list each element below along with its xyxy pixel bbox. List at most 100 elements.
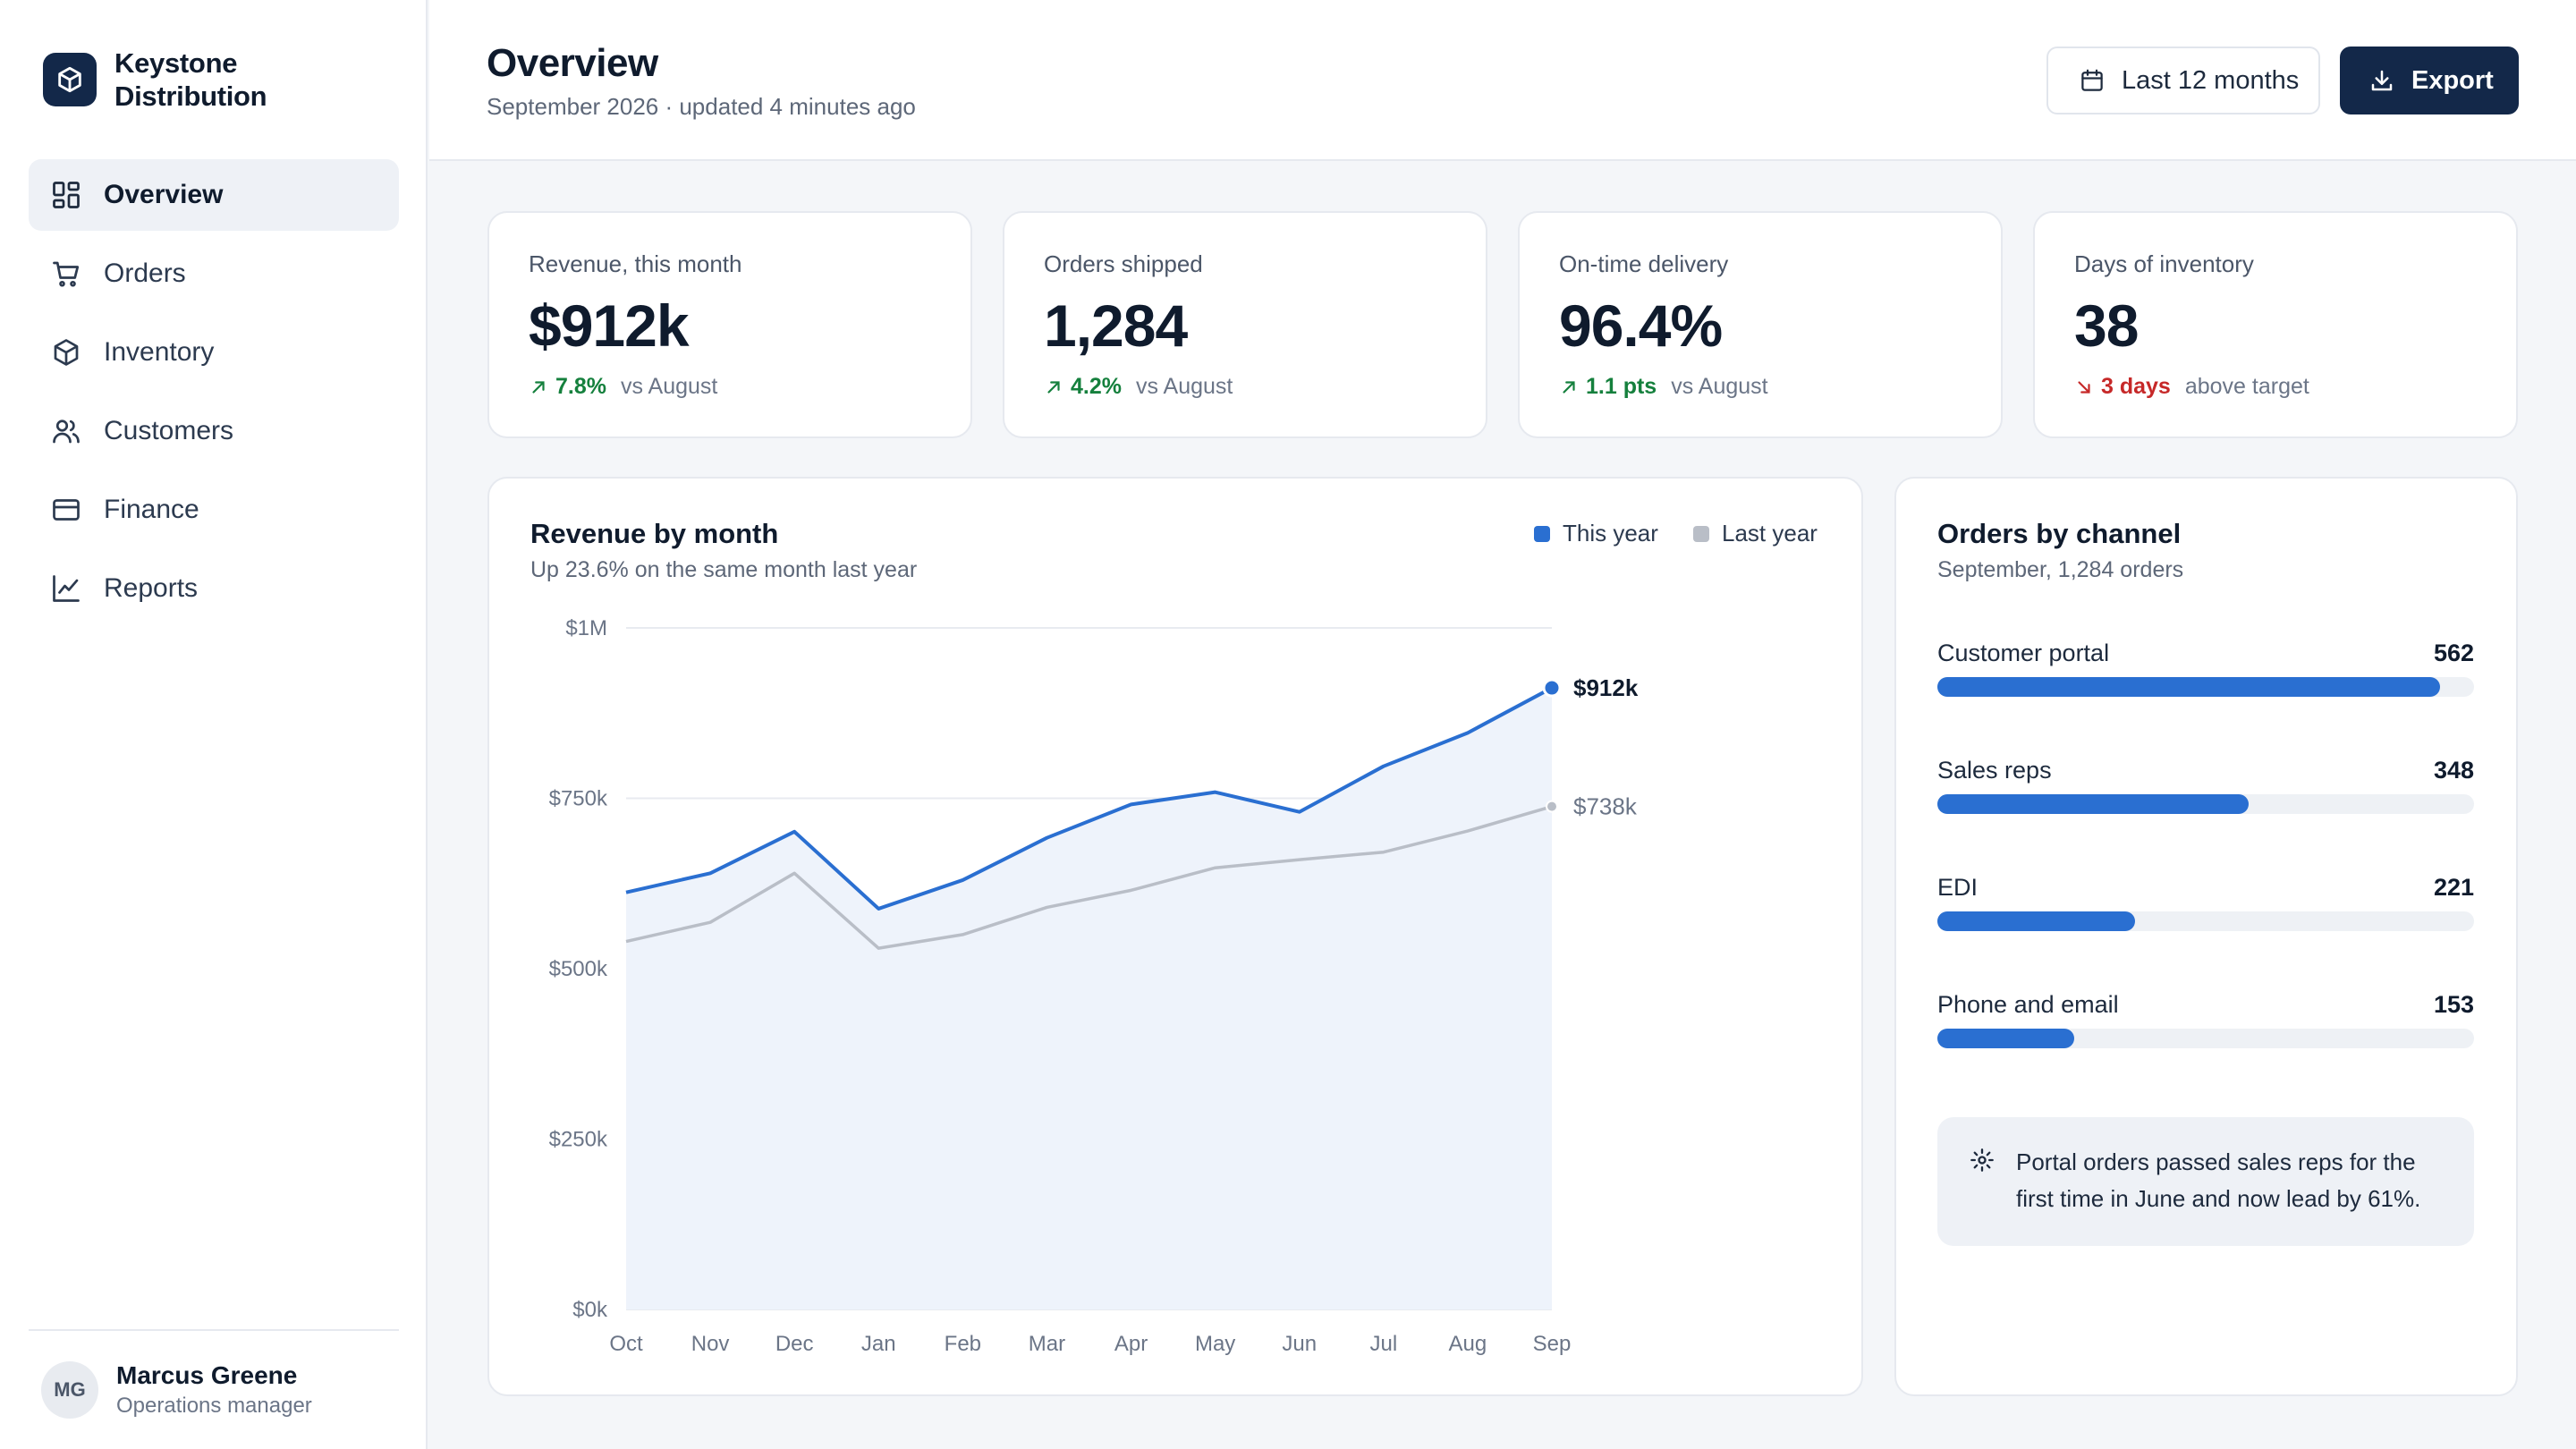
export-button[interactable]: Export xyxy=(2340,47,2519,114)
kpi-delta-context: above target xyxy=(2184,374,2309,399)
kpi-delta: 7.8% vs August xyxy=(529,374,717,400)
legend-item-this-year[interactable]: This year xyxy=(1534,520,1658,547)
legend-label: This year xyxy=(1563,520,1658,547)
page-title: Overview xyxy=(487,41,658,85)
channel-label: Phone and email xyxy=(1937,991,2119,1018)
channel-row-sales-reps: Sales reps 348 xyxy=(1937,757,2474,814)
kpi-delta: 4.2% vs August xyxy=(1044,374,1233,400)
kpi-card-on-time-delivery[interactable]: On-time delivery 96.4% 1.1 pts vs August xyxy=(1518,211,2003,438)
insight-callout: Portal orders passed sales reps for the … xyxy=(1937,1117,2474,1246)
sidebar-item-label: Orders xyxy=(104,258,186,288)
sidebar-item-overview[interactable]: Overview xyxy=(29,159,399,231)
kpi-delta-amount: 4.2% xyxy=(1071,374,1122,399)
credit-card-icon xyxy=(50,494,82,526)
line-chart-icon xyxy=(50,572,82,605)
kpi-value: $912k xyxy=(529,292,690,359)
user-name: Marcus Greene xyxy=(116,1361,298,1389)
last-year-end-label: $738k xyxy=(1573,793,1638,820)
avatar: MG xyxy=(41,1361,98,1419)
arrow-down-right-icon xyxy=(2074,377,2094,397)
insight-text: Portal orders passed sales reps for the … xyxy=(2016,1148,2421,1212)
kpi-delta-amount: 7.8% xyxy=(555,374,606,399)
kpi-card-days-of-inventory[interactable]: Days of inventory 38 3 days above target xyxy=(2033,211,2518,438)
kpi-delta-context: vs August xyxy=(1671,374,1768,399)
user-profile[interactable]: MG Marcus Greene Operations manager xyxy=(29,1329,399,1449)
date-range-label: Last 12 months xyxy=(2122,65,2300,95)
this-year-end-point xyxy=(1542,678,1562,698)
brand[interactable]: Keystone Distribution xyxy=(43,47,311,113)
x-tick-label: Oct xyxy=(609,1332,643,1356)
sidebar: Keystone Distribution Overview Orders In… xyxy=(0,0,428,1449)
x-tick-label: May xyxy=(1195,1332,1235,1356)
kpi-label: Days of inventory xyxy=(2074,250,2254,277)
channel-bar-fill xyxy=(1937,911,2135,931)
panel-title: Revenue by month xyxy=(530,518,779,549)
channel-label: Customer portal xyxy=(1937,640,2110,666)
sidebar-item-inventory[interactable]: Inventory xyxy=(29,317,399,388)
panel-subtitle: September, 1,284 orders xyxy=(1937,557,2184,582)
channel-label: EDI xyxy=(1937,874,1979,901)
date-range-button[interactable]: Last 12 months xyxy=(2046,47,2320,114)
kpi-label: Orders shipped xyxy=(1044,250,1203,277)
sparkle-icon xyxy=(1970,1148,1995,1173)
kpi-card-orders[interactable]: Orders shipped 1,284 4.2% vs August xyxy=(1003,211,1487,438)
sidebar-item-orders[interactable]: Orders xyxy=(29,238,399,309)
x-tick-label: Nov xyxy=(691,1332,730,1356)
sidebar-item-reports[interactable]: Reports xyxy=(29,553,399,624)
sidebar-item-label: Customers xyxy=(104,416,234,445)
kpi-delta-context: vs August xyxy=(1135,374,1233,399)
panel-subtitle: Up 23.6% on the same month last year xyxy=(530,557,918,582)
sidebar-item-customers[interactable]: Customers xyxy=(29,395,399,467)
orders-by-channel-panel: Orders by channel September, 1,284 order… xyxy=(1894,477,2518,1396)
download-icon xyxy=(2368,67,2395,94)
channel-row-edi: EDI 221 xyxy=(1937,874,2474,931)
x-tick-label: Dec xyxy=(775,1332,814,1356)
sidebar-item-label: Overview xyxy=(104,180,224,209)
x-tick-label: Mar xyxy=(1029,1332,1065,1356)
legend-item-last-year[interactable]: Last year xyxy=(1693,520,1818,547)
kpi-delta: 1.1 pts vs August xyxy=(1559,374,1768,400)
channel-count: 348 xyxy=(2433,757,2474,784)
this-year-series-line xyxy=(625,686,1553,911)
kpi-card-revenue[interactable]: Revenue, this month $912k 7.8% vs August xyxy=(487,211,972,438)
page-subtitle: September 2026 · updated 4 minutes ago xyxy=(487,93,916,120)
channel-count: 221 xyxy=(2433,874,2474,901)
sidebar-item-label: Inventory xyxy=(104,337,215,367)
arrow-up-right-icon xyxy=(529,377,548,397)
channel-bar-fill xyxy=(1937,1029,2074,1048)
sidebar-item-label: Finance xyxy=(104,495,199,524)
y-tick-label: $500k xyxy=(549,957,608,981)
kpi-value: 96.4% xyxy=(1559,292,1723,359)
sidebar-nav: Overview Orders Inventory Customers Fina… xyxy=(29,159,399,631)
box-logo-icon xyxy=(43,53,97,106)
calendar-icon xyxy=(2079,67,2106,94)
y-tick-label: $250k xyxy=(549,1128,608,1152)
box-icon xyxy=(50,336,82,369)
x-tick-label: Sep xyxy=(1533,1332,1572,1356)
brand-name: Keystone Distribution xyxy=(114,47,267,112)
arrow-up-right-icon xyxy=(1559,377,1579,397)
channel-count: 562 xyxy=(2433,640,2474,666)
revenue-chart-panel: Revenue by month Up 23.6% on the same mo… xyxy=(487,477,1863,1396)
kpi-label: On-time delivery xyxy=(1559,250,1729,277)
y-tick-label: $0k xyxy=(572,1298,608,1322)
channel-count: 153 xyxy=(2433,991,2474,1018)
kpi-label: Revenue, this month xyxy=(529,250,742,277)
channel-bar-track xyxy=(1937,677,2474,697)
channel-bar-fill xyxy=(1937,677,2440,697)
kpi-delta-context: vs August xyxy=(620,374,718,399)
user-role: Operations manager xyxy=(116,1394,312,1418)
channel-bar-track xyxy=(1937,911,2474,931)
legend-label: Last year xyxy=(1722,520,1818,547)
x-tick-label: Jul xyxy=(1369,1332,1397,1356)
arrow-up-right-icon xyxy=(1044,377,1063,397)
last-year-end-point xyxy=(1546,800,1558,813)
page-header: Overview September 2026 · updated 4 minu… xyxy=(429,0,2576,161)
revenue-line-chart: $0k $250k $500k $750k $1M Oct Nov Dec Jan Feb Mar A… xyxy=(549,616,1639,1356)
users-icon xyxy=(50,415,82,447)
sidebar-item-finance[interactable]: Finance xyxy=(29,474,399,546)
y-tick-label: $1M xyxy=(565,616,607,640)
last-year-series-line xyxy=(625,804,1553,950)
channel-row-phone-and-email: Phone and email 153 xyxy=(1937,991,2474,1048)
x-tick-label: Apr xyxy=(1114,1332,1148,1356)
